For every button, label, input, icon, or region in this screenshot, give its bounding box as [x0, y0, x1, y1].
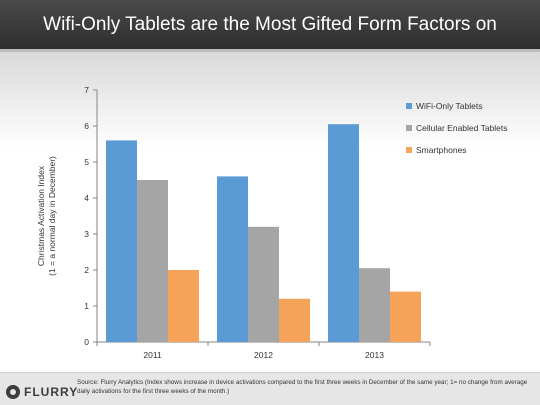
flurry-logo-text: FLURRY [24, 385, 79, 399]
bar [217, 176, 248, 342]
legend-label: WiFi-Only Tablets [416, 101, 482, 111]
y-tick-label: 3 [84, 229, 89, 239]
bar [359, 268, 390, 342]
bar [106, 140, 137, 342]
bar [137, 180, 168, 342]
y-tick-label: 4 [84, 193, 89, 203]
legend-label: Smartphones [416, 145, 467, 155]
footer: FLURRY Source: Flurry Analytics (Index s… [0, 372, 540, 405]
y-axis-title: Christmas Activation Index [36, 165, 46, 266]
bar [279, 298, 310, 342]
y-tick-label: 1 [84, 301, 89, 311]
legend-swatch [406, 103, 412, 109]
bar [390, 291, 421, 342]
y-axis-title: (1 = a normal day in December) [47, 156, 57, 276]
flurry-logo-icon [6, 385, 20, 399]
title-bar [0, 0, 540, 49]
y-tick-label: 6 [84, 121, 89, 131]
legend-label: Cellular Enabled Tablets [416, 123, 508, 133]
y-tick-label: 2 [84, 265, 89, 275]
y-tick-label: 7 [84, 85, 89, 95]
source-note: Source: Flurry Analytics (Index shows in… [77, 379, 528, 395]
flurry-logo: FLURRY [6, 385, 78, 399]
title-divider [0, 49, 540, 52]
bar-chart: 0 1 2 3 4 5 6 7 Christmas Activation Index (1 = a… [36, 85, 508, 360]
bar [168, 270, 199, 342]
x-tick-label: 2011 [143, 350, 162, 360]
bar [328, 124, 359, 342]
y-tick-label: 5 [84, 157, 89, 167]
x-tick-label: 2012 [254, 350, 273, 360]
legend-swatch [406, 147, 412, 153]
bar [248, 226, 279, 342]
x-tick-label: 2013 [365, 350, 384, 360]
legend-swatch [406, 125, 412, 131]
y-tick-label: 0 [84, 337, 89, 347]
